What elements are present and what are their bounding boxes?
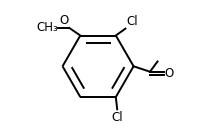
Text: Cl: Cl <box>111 111 123 124</box>
Text: CH₃: CH₃ <box>36 22 58 34</box>
Text: Cl: Cl <box>126 15 138 28</box>
Text: O: O <box>60 14 69 27</box>
Text: O: O <box>164 67 174 80</box>
